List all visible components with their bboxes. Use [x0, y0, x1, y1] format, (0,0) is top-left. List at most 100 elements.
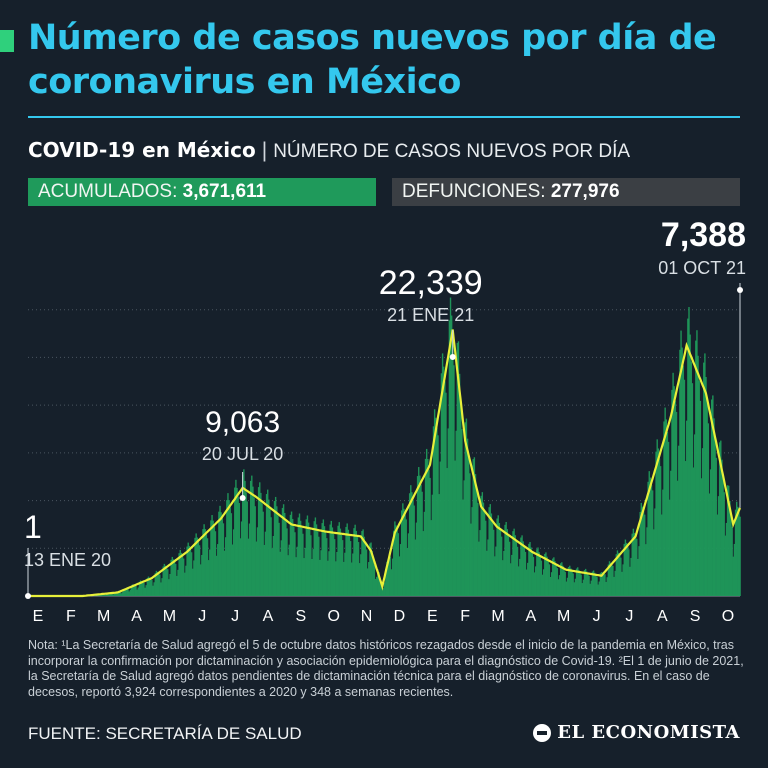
daily-bar: [235, 479, 237, 596]
daily-bar: [641, 506, 644, 596]
daily-bar: [316, 531, 319, 596]
daily-bar: [128, 591, 130, 596]
daily-bar: [715, 457, 717, 596]
daily-bar: [267, 489, 269, 596]
daily-bar: [377, 569, 379, 596]
daily-bar: [251, 475, 253, 596]
daily-bar: [548, 564, 551, 596]
subtitle-topic: COVID-19 en México: [28, 138, 256, 162]
daily-bar: [411, 492, 413, 596]
daily-bar: [306, 515, 309, 596]
daily-bar: [211, 515, 213, 596]
daily-bar: [175, 563, 177, 596]
daily-bar: [347, 529, 350, 596]
daily-bar: [465, 418, 468, 596]
daily-bar: [109, 593, 111, 596]
daily-bar: [533, 572, 536, 596]
daily-bar: [494, 556, 496, 596]
daily-bar: [311, 558, 313, 596]
daily-bar: [170, 559, 172, 596]
daily-bar: [112, 594, 114, 596]
daily-bar: [496, 518, 498, 596]
daily-bar: [269, 509, 271, 596]
daily-bar: [584, 568, 587, 596]
daily-bar: [421, 491, 423, 596]
daily-bar: [716, 514, 719, 596]
daily-bar: [485, 520, 487, 596]
daily-bar: [229, 507, 231, 596]
daily-bar: [581, 583, 583, 596]
daily-bar: [567, 567, 570, 596]
daily-bar: [144, 587, 146, 596]
daily-bar: [664, 407, 666, 596]
daily-bar: [739, 516, 741, 596]
daily-bar: [286, 528, 288, 596]
daily-bar: [280, 540, 283, 596]
daily-bar: [671, 389, 673, 596]
daily-bar: [136, 589, 138, 596]
daily-bar: [129, 589, 132, 596]
daily-bar: [272, 535, 275, 596]
daily-bar: [462, 499, 464, 596]
publisher-logo: EL ECONOMISTA: [533, 722, 740, 743]
daily-bar: [642, 511, 645, 596]
daily-bar: [698, 380, 700, 596]
daily-bar: [477, 502, 479, 596]
daily-bar: [712, 395, 714, 596]
daily-bar: [245, 492, 247, 596]
daily-bar: [396, 529, 398, 596]
daily-bar: [133, 584, 135, 596]
annotation-date: 01 OCT 21: [658, 258, 746, 278]
daily-bar: [197, 541, 200, 596]
daily-bar: [506, 529, 509, 596]
daily-bar: [429, 477, 431, 596]
daily-bar: [114, 592, 117, 596]
source-label: FUENTE: SECRETARÍA DE SALUD: [28, 724, 302, 743]
daily-bar: [482, 502, 485, 596]
acumulados-value: 3,671,611: [182, 181, 267, 202]
daily-bar: [704, 353, 706, 596]
daily-bar: [307, 522, 310, 596]
daily-bar: [639, 511, 641, 596]
daily-bar: [491, 522, 494, 596]
daily-bar: [658, 458, 661, 596]
daily-bar: [167, 569, 169, 596]
daily-bar: [454, 460, 456, 596]
daily-bar: [723, 492, 725, 596]
daily-bar: [202, 529, 204, 596]
daily-bar: [257, 487, 260, 596]
daily-bar: [416, 476, 419, 596]
daily-bar: [237, 496, 239, 596]
daily-bar: [319, 559, 321, 596]
daily-bar: [320, 550, 322, 596]
daily-bar: [686, 420, 688, 596]
daily-bar: [508, 541, 511, 596]
daily-bar: [362, 529, 364, 596]
daily-bar: [668, 499, 671, 596]
daily-bar: [697, 355, 699, 596]
daily-bar: [329, 524, 331, 596]
daily-bar: [711, 399, 713, 596]
daily-bar: [545, 552, 547, 596]
daily-bar: [353, 528, 355, 596]
daily-bar: [344, 552, 346, 596]
daily-bar: [564, 571, 566, 596]
daily-bar: [130, 585, 133, 596]
daily-bar: [672, 372, 674, 596]
daily-bar: [566, 577, 569, 596]
daily-bar: [313, 521, 315, 596]
annotation-dot: [239, 495, 246, 501]
daily-bar: [427, 459, 429, 596]
daily-bar: [563, 569, 565, 596]
daily-bar: [243, 469, 245, 596]
daily-bar: [232, 529, 235, 596]
daily-bar: [683, 379, 686, 596]
daily-bar: [450, 315, 453, 596]
daily-bar: [118, 592, 120, 596]
daily-bar: [607, 564, 610, 596]
daily-bar: [510, 563, 512, 596]
x-tick-label: J: [231, 608, 239, 625]
x-tick-label: D: [394, 608, 406, 625]
daily-bar: [382, 588, 385, 596]
daily-bar: [615, 554, 618, 596]
